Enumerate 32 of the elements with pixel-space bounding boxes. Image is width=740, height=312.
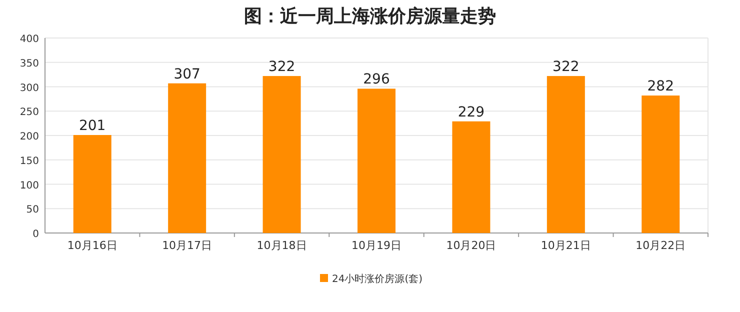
x-tick-label: 10月19日 xyxy=(352,239,402,252)
bar xyxy=(642,96,680,233)
y-tick-label: 300 xyxy=(20,82,39,94)
y-tick-label: 50 xyxy=(26,204,39,216)
y-tick-label: 150 xyxy=(20,156,39,167)
x-tick-label: 10月21日 xyxy=(540,239,591,252)
x-tick-label: 10月16日 xyxy=(67,239,118,252)
y-tick-label: 250 xyxy=(20,107,39,118)
data-label: 307 xyxy=(174,66,200,82)
x-tick-label: 10月18日 xyxy=(256,239,307,252)
x-tick-label: 10月20日 xyxy=(446,239,496,252)
bar xyxy=(452,121,490,233)
bar xyxy=(168,83,206,233)
data-label: 282 xyxy=(647,78,674,95)
data-label: 322 xyxy=(552,59,580,76)
bar xyxy=(358,88,396,233)
data-label: 201 xyxy=(78,118,106,134)
y-tick-label: 100 xyxy=(20,180,39,192)
data-label: 322 xyxy=(268,59,296,76)
bar xyxy=(262,76,301,233)
data-label: 229 xyxy=(458,104,485,120)
y-tick-label: 350 xyxy=(20,58,39,70)
x-tick-label: 10月17日 xyxy=(162,239,212,252)
x-tick-label: 10月22日 xyxy=(636,239,686,252)
legend-label: 24小时涨价房源(套) xyxy=(332,273,423,285)
chart-title: 图：近一周上海涨价房源量走势 xyxy=(244,6,496,27)
y-tick-label: 0 xyxy=(32,229,39,240)
y-tick-label: 400 xyxy=(20,34,39,45)
bar xyxy=(546,76,585,233)
bar xyxy=(73,135,112,233)
y-tick-label: 200 xyxy=(20,132,39,142)
data-label: 296 xyxy=(363,72,390,88)
